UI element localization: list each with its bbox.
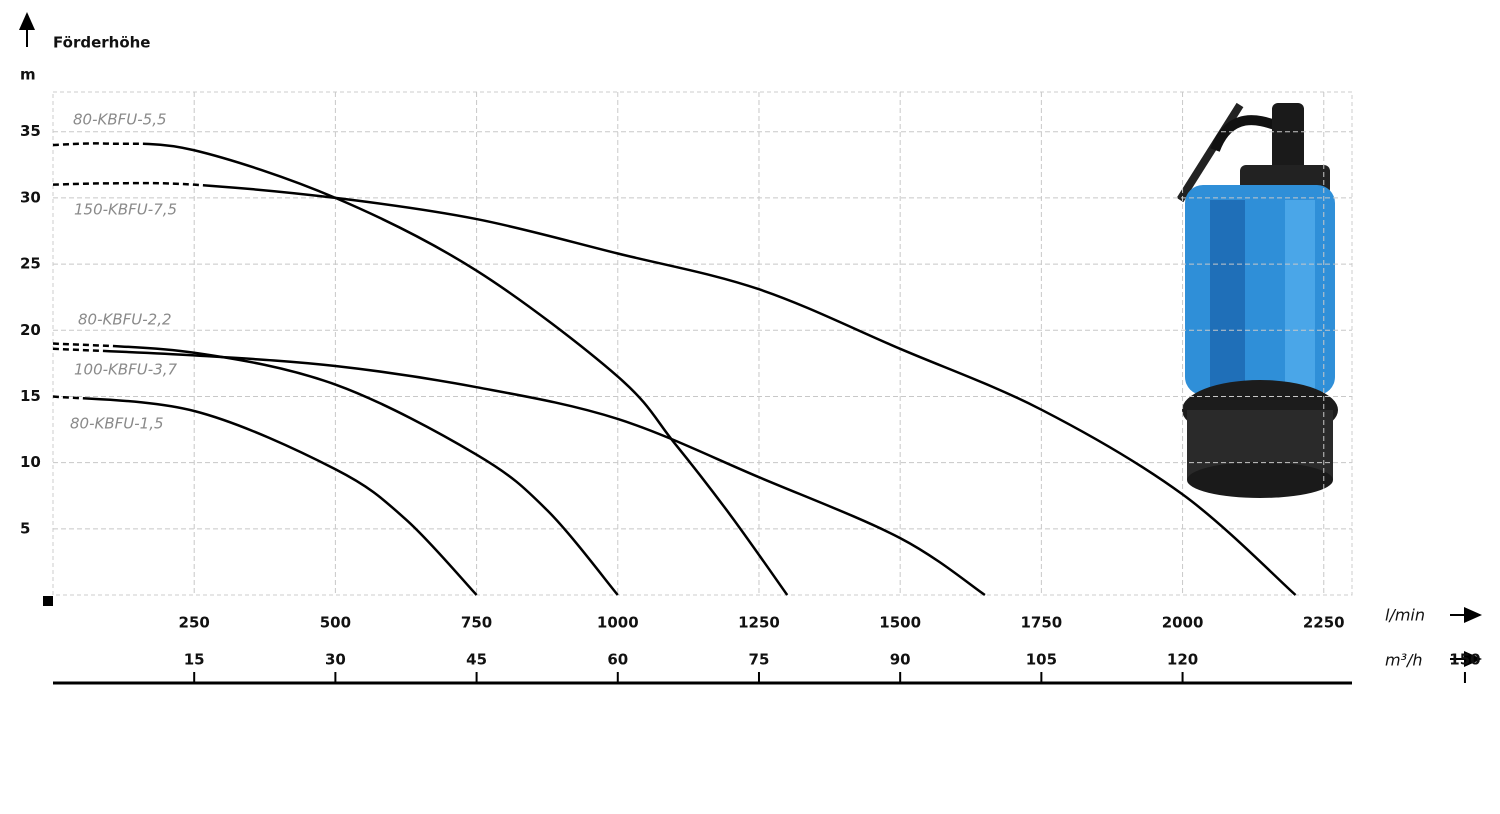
y-tick-label: 25 [20, 255, 41, 273]
y-tick-label: 20 [20, 321, 41, 339]
curve [52, 347, 986, 597]
plot-area [52, 91, 1353, 596]
x2-tick-label: 60 [607, 651, 628, 669]
x-tick-label: 2000 [1162, 614, 1204, 632]
x2-tick-label: 105 [1026, 651, 1057, 669]
x2-tick-label: 120 [1167, 651, 1198, 669]
curve [52, 142, 789, 596]
x2-tick-label: 30 [325, 651, 346, 669]
x2-unit: m³/h [1385, 651, 1423, 670]
y-tick-label: 15 [20, 387, 41, 405]
x2-tick-label: 75 [749, 651, 770, 669]
curve [52, 342, 619, 596]
x-tick-label: 500 [320, 614, 351, 632]
x2-tick-label: 45 [466, 651, 487, 669]
x-tick-label: 1250 [738, 614, 780, 632]
series-label: 80-KBFU-5,5 [73, 111, 167, 129]
x-tick-label: 1750 [1020, 614, 1062, 632]
y-unit: m [20, 66, 36, 84]
x2-tick-label: 90 [890, 651, 911, 669]
y-tick-label: 5 [20, 519, 30, 537]
x-tick-label: 250 [179, 614, 210, 632]
origin-mark [43, 596, 53, 606]
y-tick-label: 30 [20, 188, 41, 206]
plot: 5 10 15 20 25 30 35 250 500 750 1000 1250 1500 1750 20… [20, 91, 1481, 683]
x-tick-label: 750 [461, 614, 492, 632]
y-tick-label: 35 [20, 122, 41, 140]
x-unit: l/min [1385, 606, 1425, 625]
series-label: 150-KBFU-7,5 [74, 201, 177, 219]
x-tick-label: 1500 [879, 614, 921, 632]
y-tick-label: 10 [20, 453, 41, 471]
series-label: 80-KBFU-1,5 [70, 415, 164, 433]
x2-tick-label: 15 [184, 651, 205, 669]
series-label: 100-KBFU-3,7 [74, 361, 178, 379]
series-label: 80-KBFU-2,2 [78, 311, 172, 329]
y-axis-label: Förderhöhe [53, 34, 151, 52]
curve [52, 181, 1297, 596]
pump-image [1176, 102, 1338, 498]
x2-tick-label: 150 [1449, 651, 1480, 669]
x-tick-label: 1000 [597, 614, 639, 632]
curve [52, 395, 478, 596]
x-tick-label: 2250 [1303, 614, 1345, 632]
